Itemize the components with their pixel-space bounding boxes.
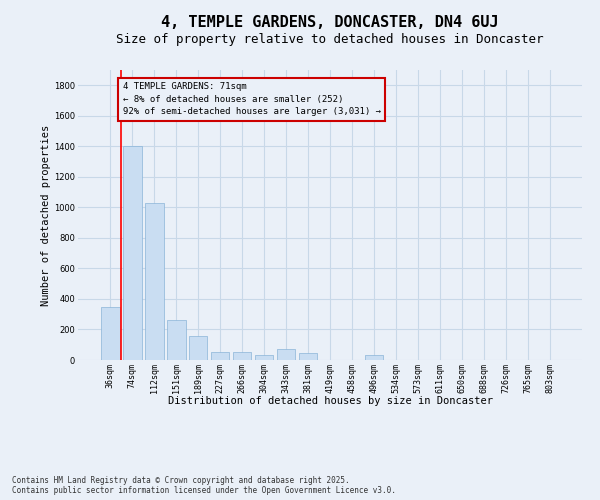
Bar [233,352,251,360]
Bar [123,146,142,360]
Bar [365,356,383,360]
Text: 4, TEMPLE GARDENS, DONCASTER, DN4 6UJ: 4, TEMPLE GARDENS, DONCASTER, DN4 6UJ [161,15,499,30]
Bar [299,353,317,360]
Text: Size of property relative to detached houses in Doncaster: Size of property relative to detached ho… [116,32,544,46]
Bar [167,320,185,360]
Text: Contains HM Land Registry data © Crown copyright and database right 2025.
Contai: Contains HM Land Registry data © Crown c… [12,476,396,495]
Bar [255,354,274,360]
X-axis label: Distribution of detached houses by size in Doncaster: Distribution of detached houses by size … [167,396,493,406]
Bar [145,203,164,360]
Text: 4 TEMPLE GARDENS: 71sqm
← 8% of detached houses are smaller (252)
92% of semi-de: 4 TEMPLE GARDENS: 71sqm ← 8% of detached… [122,82,380,116]
Bar [211,352,229,360]
Bar [189,336,208,360]
Bar [101,306,119,360]
Y-axis label: Number of detached properties: Number of detached properties [41,124,52,306]
Bar [277,350,295,360]
